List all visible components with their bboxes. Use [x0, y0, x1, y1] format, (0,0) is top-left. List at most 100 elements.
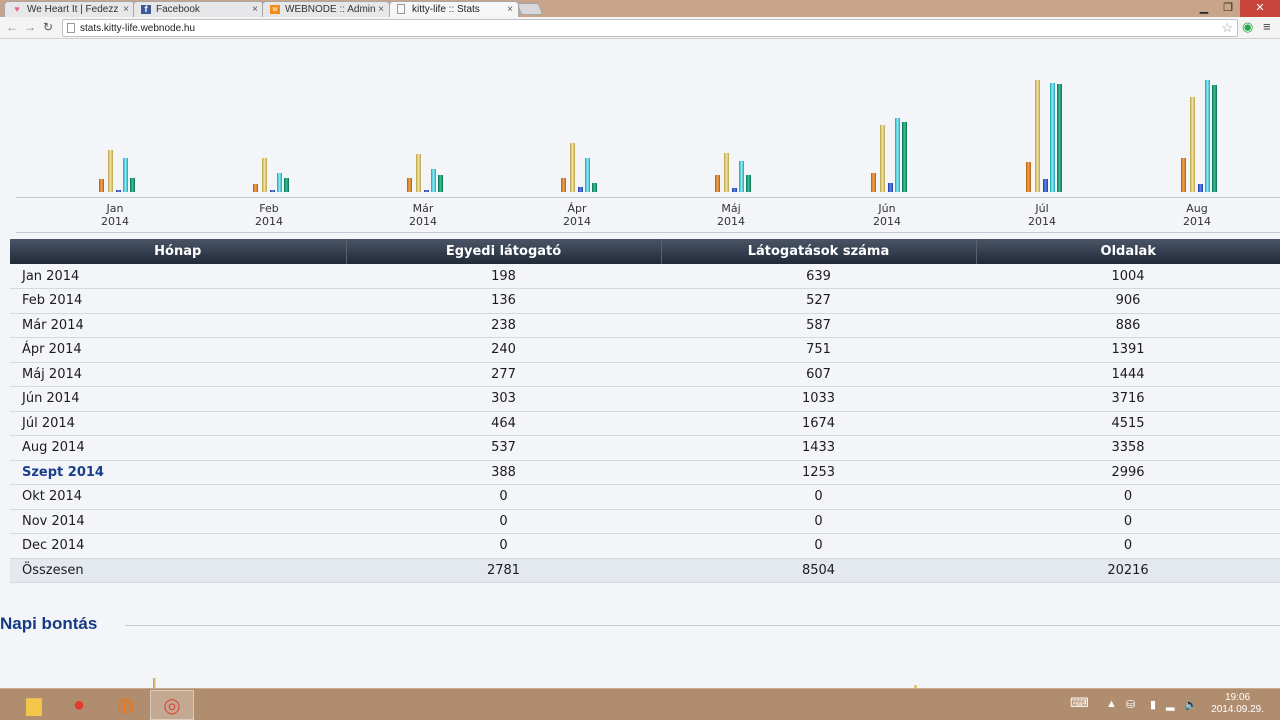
- chart-bar[interactable]: [1212, 85, 1217, 192]
- monthly-stats-table: Hónap Egyedi látogató Látogatások száma …: [10, 239, 1280, 583]
- chart-bar[interactable]: [902, 122, 907, 192]
- chart-bar[interactable]: [715, 175, 720, 192]
- reload-icon[interactable]: ↻: [43, 20, 54, 34]
- chart-bar[interactable]: [130, 178, 135, 192]
- forward-icon[interactable]: →: [24, 20, 36, 34]
- clock-date: 2014.09.29.: [1211, 704, 1264, 715]
- chart-bar[interactable]: [1026, 162, 1031, 192]
- chart-bar[interactable]: [284, 178, 289, 192]
- chart-bar[interactable]: [724, 153, 729, 192]
- value-cell: 303: [346, 386, 661, 412]
- back-icon[interactable]: ←: [6, 20, 18, 34]
- chart-bar[interactable]: [578, 187, 583, 192]
- chart-bar[interactable]: [1181, 158, 1186, 192]
- close-tab-icon[interactable]: ×: [252, 4, 258, 15]
- close-tab-icon[interactable]: ×: [378, 4, 384, 15]
- chrome-icon[interactable]: ◎: [150, 690, 194, 720]
- axis-bottom-line: [16, 232, 1280, 233]
- x-tick-label: Jan 2014: [101, 202, 129, 228]
- chart-bar[interactable]: [895, 118, 900, 192]
- tab-webnode[interactable]: w WEBNODE :: Admin ×: [262, 1, 390, 17]
- chart-bar[interactable]: [570, 143, 575, 192]
- network-share-icon[interactable]: ⛁: [1126, 699, 1136, 711]
- firefox-icon[interactable]: ◍: [117, 694, 135, 716]
- chart-bar[interactable]: [99, 179, 104, 192]
- chart-bar[interactable]: [880, 125, 885, 192]
- file-explorer-icon[interactable]: ▆: [26, 694, 42, 716]
- show-hidden-icons[interactable]: ▲: [1106, 698, 1117, 710]
- month-cell: Jan 2014: [10, 264, 346, 289]
- month-cell: Máj 2014: [10, 362, 346, 387]
- bookmark-star-icon[interactable]: ☆: [1221, 20, 1233, 35]
- column-header[interactable]: Látogatások száma: [661, 239, 977, 264]
- minimize-icon[interactable]: ▁: [1199, 2, 1209, 14]
- chart-bar[interactable]: [592, 183, 597, 192]
- chart-bar[interactable]: [116, 190, 121, 192]
- keyboard-icon[interactable]: ⌨: [1070, 695, 1089, 710]
- column-header[interactable]: Egyedi látogató: [346, 239, 662, 264]
- x-axis-line: [16, 197, 1280, 198]
- tab-we-heart-it[interactable]: ♥ We Heart It | Fedezz ×: [4, 1, 135, 17]
- x-tick-label: Aug 2014: [1183, 202, 1211, 228]
- address-bar[interactable]: stats.kitty-life.webnode.hu ☆: [62, 19, 1238, 37]
- value-cell: 1004: [976, 264, 1280, 289]
- chart-bar[interactable]: [277, 173, 282, 192]
- chart-bar[interactable]: [123, 158, 128, 192]
- chart-bar[interactable]: [1057, 84, 1062, 192]
- paint-icon[interactable]: ●: [72, 694, 86, 716]
- chart-bar[interactable]: [871, 173, 876, 192]
- maximize-icon[interactable]: ❐: [1223, 2, 1233, 14]
- volume-icon[interactable]: 🔈: [1184, 699, 1198, 711]
- table-row: Feb 2014 136 527 906: [10, 288, 1280, 314]
- month-cell: Júl 2014: [10, 411, 346, 436]
- chart-bar[interactable]: [1050, 83, 1055, 192]
- value-cell: 136: [346, 288, 661, 314]
- tab-kitty-life-stats[interactable]: kitty-life :: Stats ×: [389, 1, 519, 17]
- window-close-icon[interactable]: ✕: [1240, 0, 1280, 17]
- chart-bar[interactable]: [253, 184, 258, 192]
- chart-bar[interactable]: [438, 175, 443, 192]
- chart-bar[interactable]: [561, 178, 566, 192]
- new-tab-button[interactable]: [516, 3, 544, 15]
- chart-bar[interactable]: [416, 154, 421, 192]
- month-cell: Már 2014: [10, 313, 346, 338]
- tab-facebook[interactable]: f Facebook ×: [133, 1, 264, 17]
- month-cell: Jún 2014: [10, 386, 346, 412]
- taskbar: ▆ ● ◍ ◎ ⌨ ▲ ⛁ ▮ ▂ 🔈 19:06 2014.09.29.: [0, 688, 1280, 720]
- month-cell: Dec 2014: [10, 533, 346, 559]
- facebook-icon: f: [141, 5, 151, 14]
- chart-bar[interactable]: [746, 175, 751, 192]
- close-tab-icon[interactable]: ×: [123, 4, 129, 15]
- chart-bar[interactable]: [1043, 179, 1048, 192]
- chart-bar[interactable]: [739, 161, 744, 192]
- extension-icon[interactable]: ◉: [1242, 19, 1254, 34]
- value-cell: 0: [346, 533, 661, 559]
- tab-strip: ♥ We Heart It | Fedezz × f Facebook × w …: [0, 0, 1280, 17]
- close-tab-icon[interactable]: ×: [507, 4, 513, 15]
- x-tick-label: Feb 2014: [255, 202, 283, 228]
- value-cell: 886: [976, 313, 1280, 338]
- menu-icon[interactable]: ≡: [1263, 19, 1271, 34]
- chart-bar[interactable]: [407, 178, 412, 192]
- battery-icon[interactable]: ▮: [1150, 699, 1157, 711]
- chart-bar[interactable]: [431, 169, 436, 192]
- value-cell: 2996: [976, 460, 1280, 485]
- chart-bar[interactable]: [108, 150, 113, 192]
- total-label: Összesen: [10, 558, 346, 583]
- daily-chart-bar: [914, 685, 917, 688]
- chart-bar[interactable]: [732, 188, 737, 192]
- chart-bar[interactable]: [888, 183, 893, 192]
- chart-bar[interactable]: [1190, 97, 1195, 192]
- signal-icon[interactable]: ▂: [1166, 699, 1175, 711]
- chart-bar[interactable]: [1198, 184, 1203, 192]
- column-header[interactable]: Oldalak: [976, 239, 1280, 264]
- chart-bar[interactable]: [270, 190, 275, 192]
- month-cell: Nov 2014: [10, 509, 346, 534]
- clock[interactable]: 19:06 2014.09.29.: [1211, 692, 1264, 716]
- column-header[interactable]: Hónap: [10, 239, 347, 264]
- chart-bar[interactable]: [424, 190, 429, 192]
- chart-bar[interactable]: [585, 158, 590, 192]
- chart-bar[interactable]: [1205, 80, 1210, 192]
- chart-bar[interactable]: [1035, 80, 1040, 192]
- chart-bar[interactable]: [262, 158, 267, 192]
